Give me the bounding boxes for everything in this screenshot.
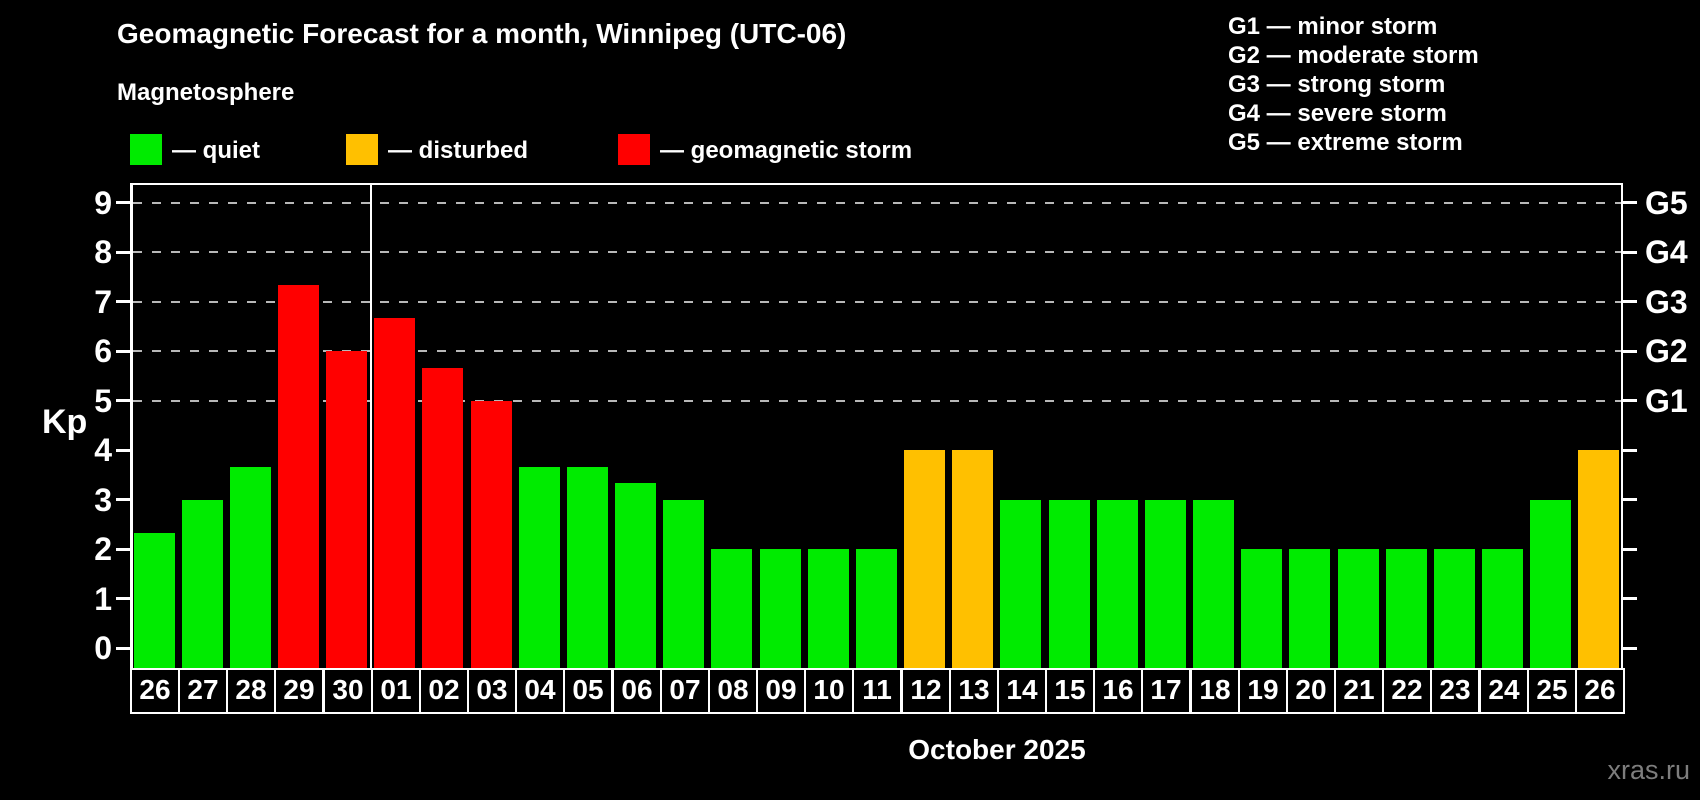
x-axis-date-14-18: 14 [997,668,1047,714]
legend-swatch-quiet [130,134,162,165]
y-axis-tick-label-0: 0 [94,630,112,667]
y-axis-tick-left-0 [116,646,130,650]
x-axis-date-22-26: 22 [1382,668,1432,714]
g-axis-label-g5: G5 [1645,184,1688,221]
y-axis-tick-label-7: 7 [94,283,112,320]
x-axis-date-12-16: 12 [901,668,951,714]
legend-label-storm: — geomagnetic storm [660,137,913,164]
legend-label-disturbed: — disturbed [388,137,529,164]
y-axis-tick-left-4 [116,448,130,452]
y-axis-tick-right-7 [1623,300,1637,304]
g-scale-legend: G1 — minor storm G2 — moderate storm G3 … [1228,12,1479,157]
g-legend-item-g2: G2 — moderate storm [1228,42,1479,69]
g-axis-label-g1: G1 [1645,382,1688,419]
y-axis-tick-label-8: 8 [94,234,112,271]
y-axis-title-kp: Kp [42,403,88,441]
g-legend-item-g4: G4 — severe storm [1228,100,1447,127]
y-axis-tick-left-6 [116,349,130,353]
x-axis-date-29-3: 29 [274,668,324,714]
y-axis-tick-left-8 [116,250,130,254]
y-axis-tick-left-3 [116,498,130,502]
y-axis-tick-left-2 [116,547,130,551]
y-axis-tick-left-5 [116,399,130,403]
x-axis-date-05-9: 05 [563,668,613,714]
x-axis-date-23-27: 23 [1430,668,1480,714]
legend-label-quiet: — quiet [172,137,260,164]
x-axis-date-09-13: 09 [756,668,806,714]
x-axis-date-20-24: 20 [1286,668,1336,714]
x-axis-date-03-7: 03 [467,668,517,714]
x-axis-date-02-6: 02 [419,668,469,714]
x-axis-date-26-0: 26 [130,668,180,714]
g-legend-item-g5: G5 — extreme storm [1228,129,1463,156]
y-axis-tick-right-4 [1623,448,1637,452]
x-axis-date-19-23: 19 [1238,668,1288,714]
x-axis-date-07-11: 07 [660,668,710,714]
y-axis-tick-label-1: 1 [94,580,112,617]
legend-swatch-storm [618,134,650,165]
x-axis-date-08-12: 08 [708,668,758,714]
x-axis-date-13-17: 13 [949,668,999,714]
y-axis-tick-right-5 [1623,399,1637,403]
x-axis-date-06-10: 06 [612,668,662,714]
g-legend-item-g3: G3 — strong storm [1228,71,1446,98]
x-axis-date-16-20: 16 [1093,668,1143,714]
y-axis-tick-right-6 [1623,349,1637,353]
x-axis-date-01-5: 01 [371,668,421,714]
y-axis-tick-right-1 [1623,597,1637,601]
g-legend-item-g1: G1 — minor storm [1228,13,1438,40]
legend-swatch-disturbed [346,134,378,165]
x-axis-date-18-22: 18 [1190,668,1240,714]
x-axis-date-27-1: 27 [178,668,228,714]
watermark: xras.ru [1607,755,1690,785]
y-axis-tick-right-3 [1623,498,1637,502]
x-axis-date-24-28: 24 [1479,668,1529,714]
y-axis-tick-label-2: 2 [94,531,112,568]
y-axis-tick-left-9 [116,201,130,205]
y-axis-tick-label-6: 6 [94,333,112,370]
y-axis-tick-right-8 [1623,250,1637,254]
x-axis-title: October 2025 [908,734,1086,765]
g-axis-label-g4: G4 [1645,234,1688,271]
x-axis-date-25-29: 25 [1527,668,1577,714]
x-axis-date-17-21: 17 [1141,668,1191,714]
y-axis-tick-left-7 [116,300,130,304]
x-axis-date-30-4: 30 [323,668,373,714]
y-axis-tick-label-3: 3 [94,481,112,518]
g-axis-label-g2: G2 [1645,333,1688,370]
y-axis-tick-right-0 [1623,646,1637,650]
x-axis-date-15-19: 15 [1045,668,1095,714]
magnetosphere-label: Magnetosphere [117,79,295,106]
y-axis-tick-label-9: 9 [94,184,112,221]
g-axis-label-g3: G3 [1645,283,1688,320]
y-axis-tick-left-1 [116,597,130,601]
y-axis-tick-right-2 [1623,547,1637,551]
plot-area [130,183,1623,668]
x-axis-date-04-8: 04 [515,668,565,714]
x-axis-date-26-30: 26 [1575,668,1625,714]
x-axis-date-28-2: 28 [226,668,276,714]
y-axis-tick-right-9 [1623,201,1637,205]
chart-title: Geomagnetic Forecast for a month, Winnip… [117,18,847,49]
x-axis-date-21-25: 21 [1334,668,1384,714]
x-axis-date-11-15: 11 [852,668,902,714]
x-axis-date-10-14: 10 [804,668,854,714]
